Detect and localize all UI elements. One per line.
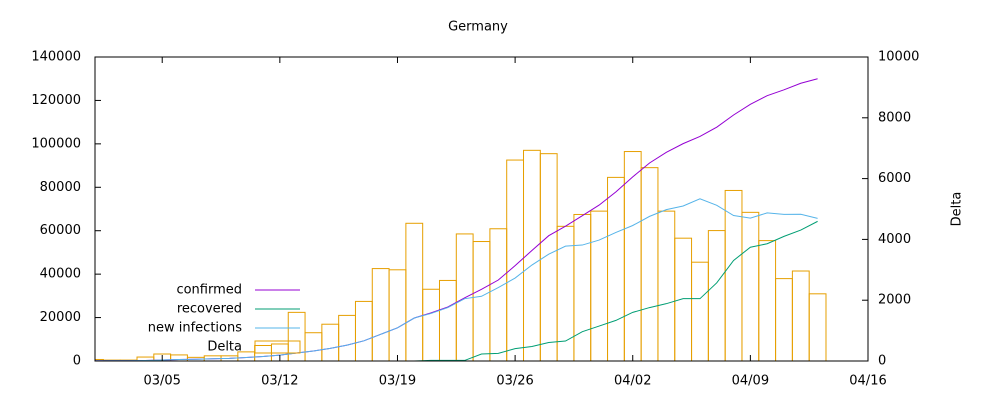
legend-label: recovered	[177, 302, 242, 317]
y-tick-label: 0	[73, 354, 81, 369]
x-tick-label: 03/05	[143, 374, 180, 389]
x-tick-label: 03/19	[379, 374, 416, 389]
y-tick-label: 140000	[31, 50, 81, 65]
plot-border	[94, 56, 869, 362]
y-tick-label: 60000	[40, 223, 81, 238]
y2-tick-label: 2000	[878, 293, 911, 308]
legend-swatch	[254, 340, 301, 354]
y-tick-label: 80000	[40, 180, 81, 195]
y2-tick-label: 0	[878, 354, 886, 369]
y2-tick-label: 6000	[878, 171, 911, 186]
y-tick-label: 120000	[31, 93, 81, 108]
y2-tick-label: 8000	[878, 110, 911, 125]
y2-axis-label: Delta	[950, 192, 965, 227]
y2-tick-label: 4000	[878, 232, 911, 247]
x-tick-label: 03/26	[496, 374, 533, 389]
x-tick-label: 03/12	[261, 374, 298, 389]
legend-label: new infections	[148, 321, 242, 336]
chart-title: Germany	[448, 20, 508, 35]
y2-tick-label: 10000	[878, 50, 919, 65]
x-tick-label: 04/02	[614, 374, 651, 389]
y-tick-label: 20000	[40, 310, 81, 325]
legend-label: Delta	[207, 340, 242, 355]
line	[94, 198, 818, 362]
y-tick-label: 100000	[31, 136, 81, 151]
y-tick-label: 40000	[40, 267, 81, 282]
legend-label: confirmed	[176, 283, 242, 298]
x-tick-label: 04/09	[732, 374, 769, 389]
x-tick-label: 04/16	[849, 374, 886, 389]
